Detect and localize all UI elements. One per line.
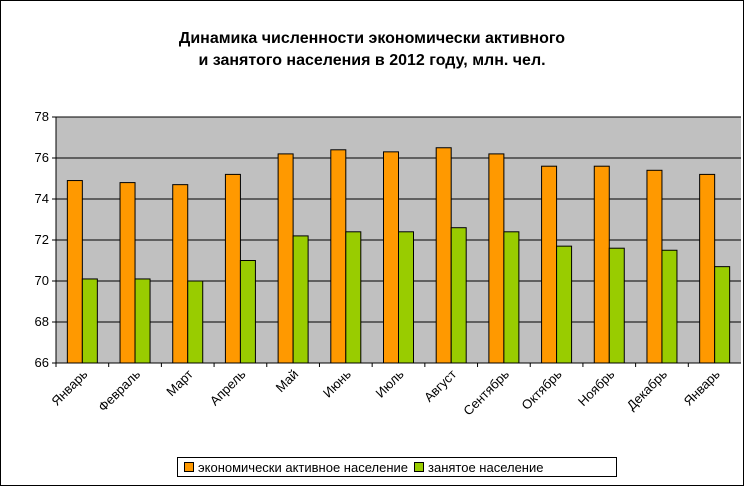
- bar-active: [646, 169, 663, 364]
- x-tick-label: Июнь: [320, 366, 354, 400]
- y-tick-label: 78: [35, 109, 49, 124]
- bar-employed: [345, 231, 362, 364]
- legend: экономически активное население занятое …: [177, 457, 617, 477]
- bar-active: [224, 173, 241, 364]
- x-tick-label: Июль: [373, 366, 407, 400]
- bar-active: [435, 147, 452, 364]
- bar-active: [277, 153, 294, 364]
- bar-active: [383, 151, 399, 364]
- x-tick-label: Октябрь: [518, 366, 564, 412]
- legend-label-active: экономически активное население: [198, 459, 408, 475]
- legend-item-employed: занятое население: [414, 460, 543, 475]
- x-tick-label: Май: [273, 367, 302, 396]
- bar-active: [66, 180, 83, 364]
- y-tick-label: 66: [35, 355, 49, 370]
- legend-swatch-employed: [414, 462, 424, 472]
- bar-employed: [714, 266, 731, 364]
- chart-title-line2: и занятого населения в 2012 году, млн. ч…: [198, 52, 546, 69]
- y-tick-label: 68: [35, 314, 49, 329]
- x-tick-label: Ноябрь: [575, 366, 618, 409]
- bar-employed: [608, 247, 625, 364]
- bar-active: [699, 173, 716, 364]
- bar-employed: [450, 227, 467, 364]
- bar-employed: [661, 249, 678, 364]
- x-tick-label: Январь: [48, 366, 90, 408]
- bar-employed: [292, 235, 309, 364]
- y-tick-label: 72: [35, 232, 49, 247]
- bar-employed: [398, 231, 414, 364]
- bar-active: [330, 149, 347, 364]
- x-tick-label: Сентябрь: [460, 366, 512, 418]
- bar-active: [541, 165, 558, 364]
- bar-employed: [134, 278, 151, 364]
- x-tick-label: Март: [163, 366, 196, 399]
- legend-label-employed: занятое население: [428, 459, 544, 475]
- x-tick-label: Январь: [681, 366, 723, 408]
- legend-swatch-active: [184, 462, 194, 472]
- bar-active: [119, 182, 136, 364]
- bar-employed: [239, 260, 256, 364]
- chart-title: Динамика численности экономически активн…: [0, 28, 744, 72]
- bar-active: [593, 165, 610, 364]
- y-tick-label: 76: [35, 150, 49, 165]
- legend-item-active: экономически активное население: [184, 460, 408, 475]
- bar-employed: [556, 245, 573, 364]
- bar-active: [488, 153, 505, 364]
- y-tick-label: 74: [35, 191, 49, 206]
- chart-title-line1: Динамика численности экономически активн…: [178, 30, 566, 47]
- x-tick-label: Апрель: [207, 366, 249, 408]
- bar-employed: [81, 278, 98, 364]
- bar-active: [172, 184, 189, 364]
- bar-employed: [503, 231, 520, 364]
- y-tick-label: 70: [35, 273, 49, 288]
- x-tick-label: Февраль: [95, 366, 143, 414]
- x-tick-label: Август: [421, 366, 459, 404]
- x-tick-label: Декабрь: [624, 366, 671, 413]
- bar-employed: [187, 280, 204, 364]
